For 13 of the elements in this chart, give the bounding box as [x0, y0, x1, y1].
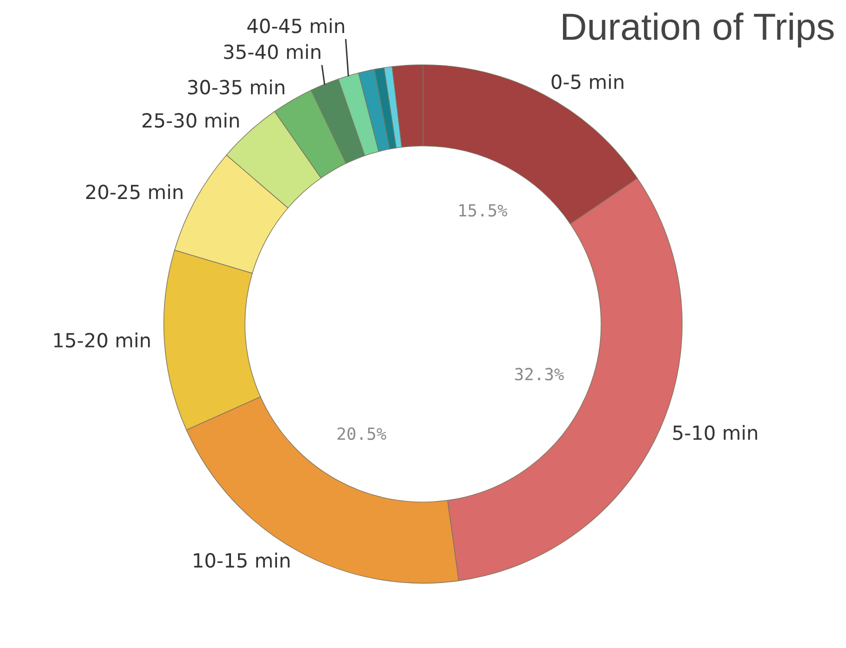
data-label: 20.5% — [338, 427, 386, 440]
data-label: 15.5% — [459, 204, 508, 217]
slice-label: 40-45 min — [247, 18, 344, 34]
slice-label: 35-40 min — [224, 44, 320, 60]
slice-label: 25-30 min — [142, 112, 239, 128]
chart-title: Duration of Trips — [562, 12, 834, 48]
slice-label: 5-10 min — [673, 425, 758, 440]
data-label: 32.3% — [515, 368, 564, 380]
slice-label: 0-5 min — [552, 74, 624, 90]
slice-label: 20-25 min — [86, 184, 182, 200]
slice-label: 30-35 min — [188, 79, 284, 95]
slice-label: 15-20 min — [54, 332, 150, 348]
slice-label: 10-15 min — [194, 552, 290, 568]
